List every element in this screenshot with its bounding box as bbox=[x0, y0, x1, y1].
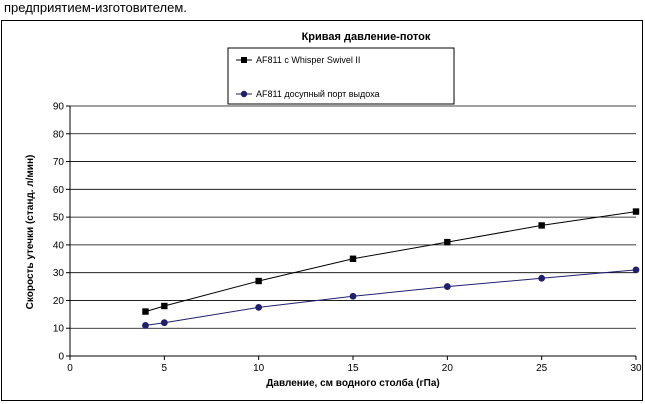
series-2-point-0 bbox=[142, 322, 149, 329]
series-1-point-6 bbox=[632, 208, 640, 215]
y-tick-label-70: 70 bbox=[53, 157, 65, 168]
y-axis-label: Скорость утечки (станд. л/мин) bbox=[25, 155, 36, 310]
series-1-point-4 bbox=[444, 238, 451, 246]
series-1-point-0 bbox=[142, 308, 149, 315]
y-tick-label-50: 50 bbox=[53, 213, 65, 224]
y-tick-labels: 0 10 20 30 40 50 60 70 80 90 bbox=[53, 102, 65, 363]
grid-lines bbox=[70, 105, 636, 357]
series-1-point-3 bbox=[349, 255, 357, 262]
y-tick-label-80: 80 bbox=[53, 129, 65, 140]
series-2-point-1 bbox=[160, 319, 168, 327]
legend-box bbox=[227, 47, 455, 105]
series-line-2 bbox=[145, 269, 637, 326]
legend-marker-series-1 bbox=[241, 57, 247, 63]
y-tick-label-30: 30 bbox=[53, 268, 65, 279]
series-2-point-3 bbox=[349, 292, 357, 300]
legend-marker-series-2 bbox=[240, 90, 248, 98]
header-caption: предприятием-изготовителем. bbox=[4, 0, 187, 15]
x-tick-label-25: 25 bbox=[536, 363, 548, 374]
x-tick-label-30: 30 bbox=[630, 363, 642, 374]
legend: AF811 с Whisper Swivel II AF811 досупный… bbox=[227, 47, 455, 105]
series-2-point-2 bbox=[255, 303, 263, 311]
y-tick-label-10: 10 bbox=[53, 324, 65, 335]
series-2-point-5 bbox=[538, 274, 546, 282]
y-tick-label-40: 40 bbox=[53, 240, 65, 251]
chart-title: Кривая давление-поток bbox=[302, 31, 431, 43]
x-tick-label-15: 15 bbox=[347, 363, 359, 374]
y-tick-label-20: 20 bbox=[53, 296, 65, 307]
axes bbox=[66, 105, 637, 360]
series-line-1 bbox=[145, 211, 637, 313]
y-tick-label-60: 60 bbox=[53, 185, 65, 196]
y-tick-label-90: 90 bbox=[53, 102, 65, 113]
series-2-point-6 bbox=[632, 266, 640, 274]
series-layer bbox=[142, 208, 640, 329]
chart-frame bbox=[1, 20, 643, 401]
x-axis-label: Давление, см водного столба (гПа) bbox=[266, 377, 439, 389]
x-tick-label-10: 10 bbox=[253, 363, 265, 374]
x-tick-label-0: 0 bbox=[67, 363, 73, 374]
y-tick-label-0: 0 bbox=[58, 352, 64, 363]
series-1-point-5 bbox=[538, 222, 545, 229]
x-tick-label-5: 5 bbox=[162, 363, 168, 374]
series-1-point-2 bbox=[255, 277, 262, 285]
series-2-point-4 bbox=[443, 283, 451, 290]
legend-label-series-1: AF811 с Whisper Swivel II bbox=[256, 55, 360, 65]
series-1-point-1 bbox=[161, 302, 168, 310]
legend-label-series-2: AF811 досупный порт выдоха bbox=[256, 89, 380, 99]
x-tick-labels: 0 5 10 15 20 25 30 bbox=[67, 363, 642, 374]
x-tick-label-20: 20 bbox=[442, 363, 454, 374]
